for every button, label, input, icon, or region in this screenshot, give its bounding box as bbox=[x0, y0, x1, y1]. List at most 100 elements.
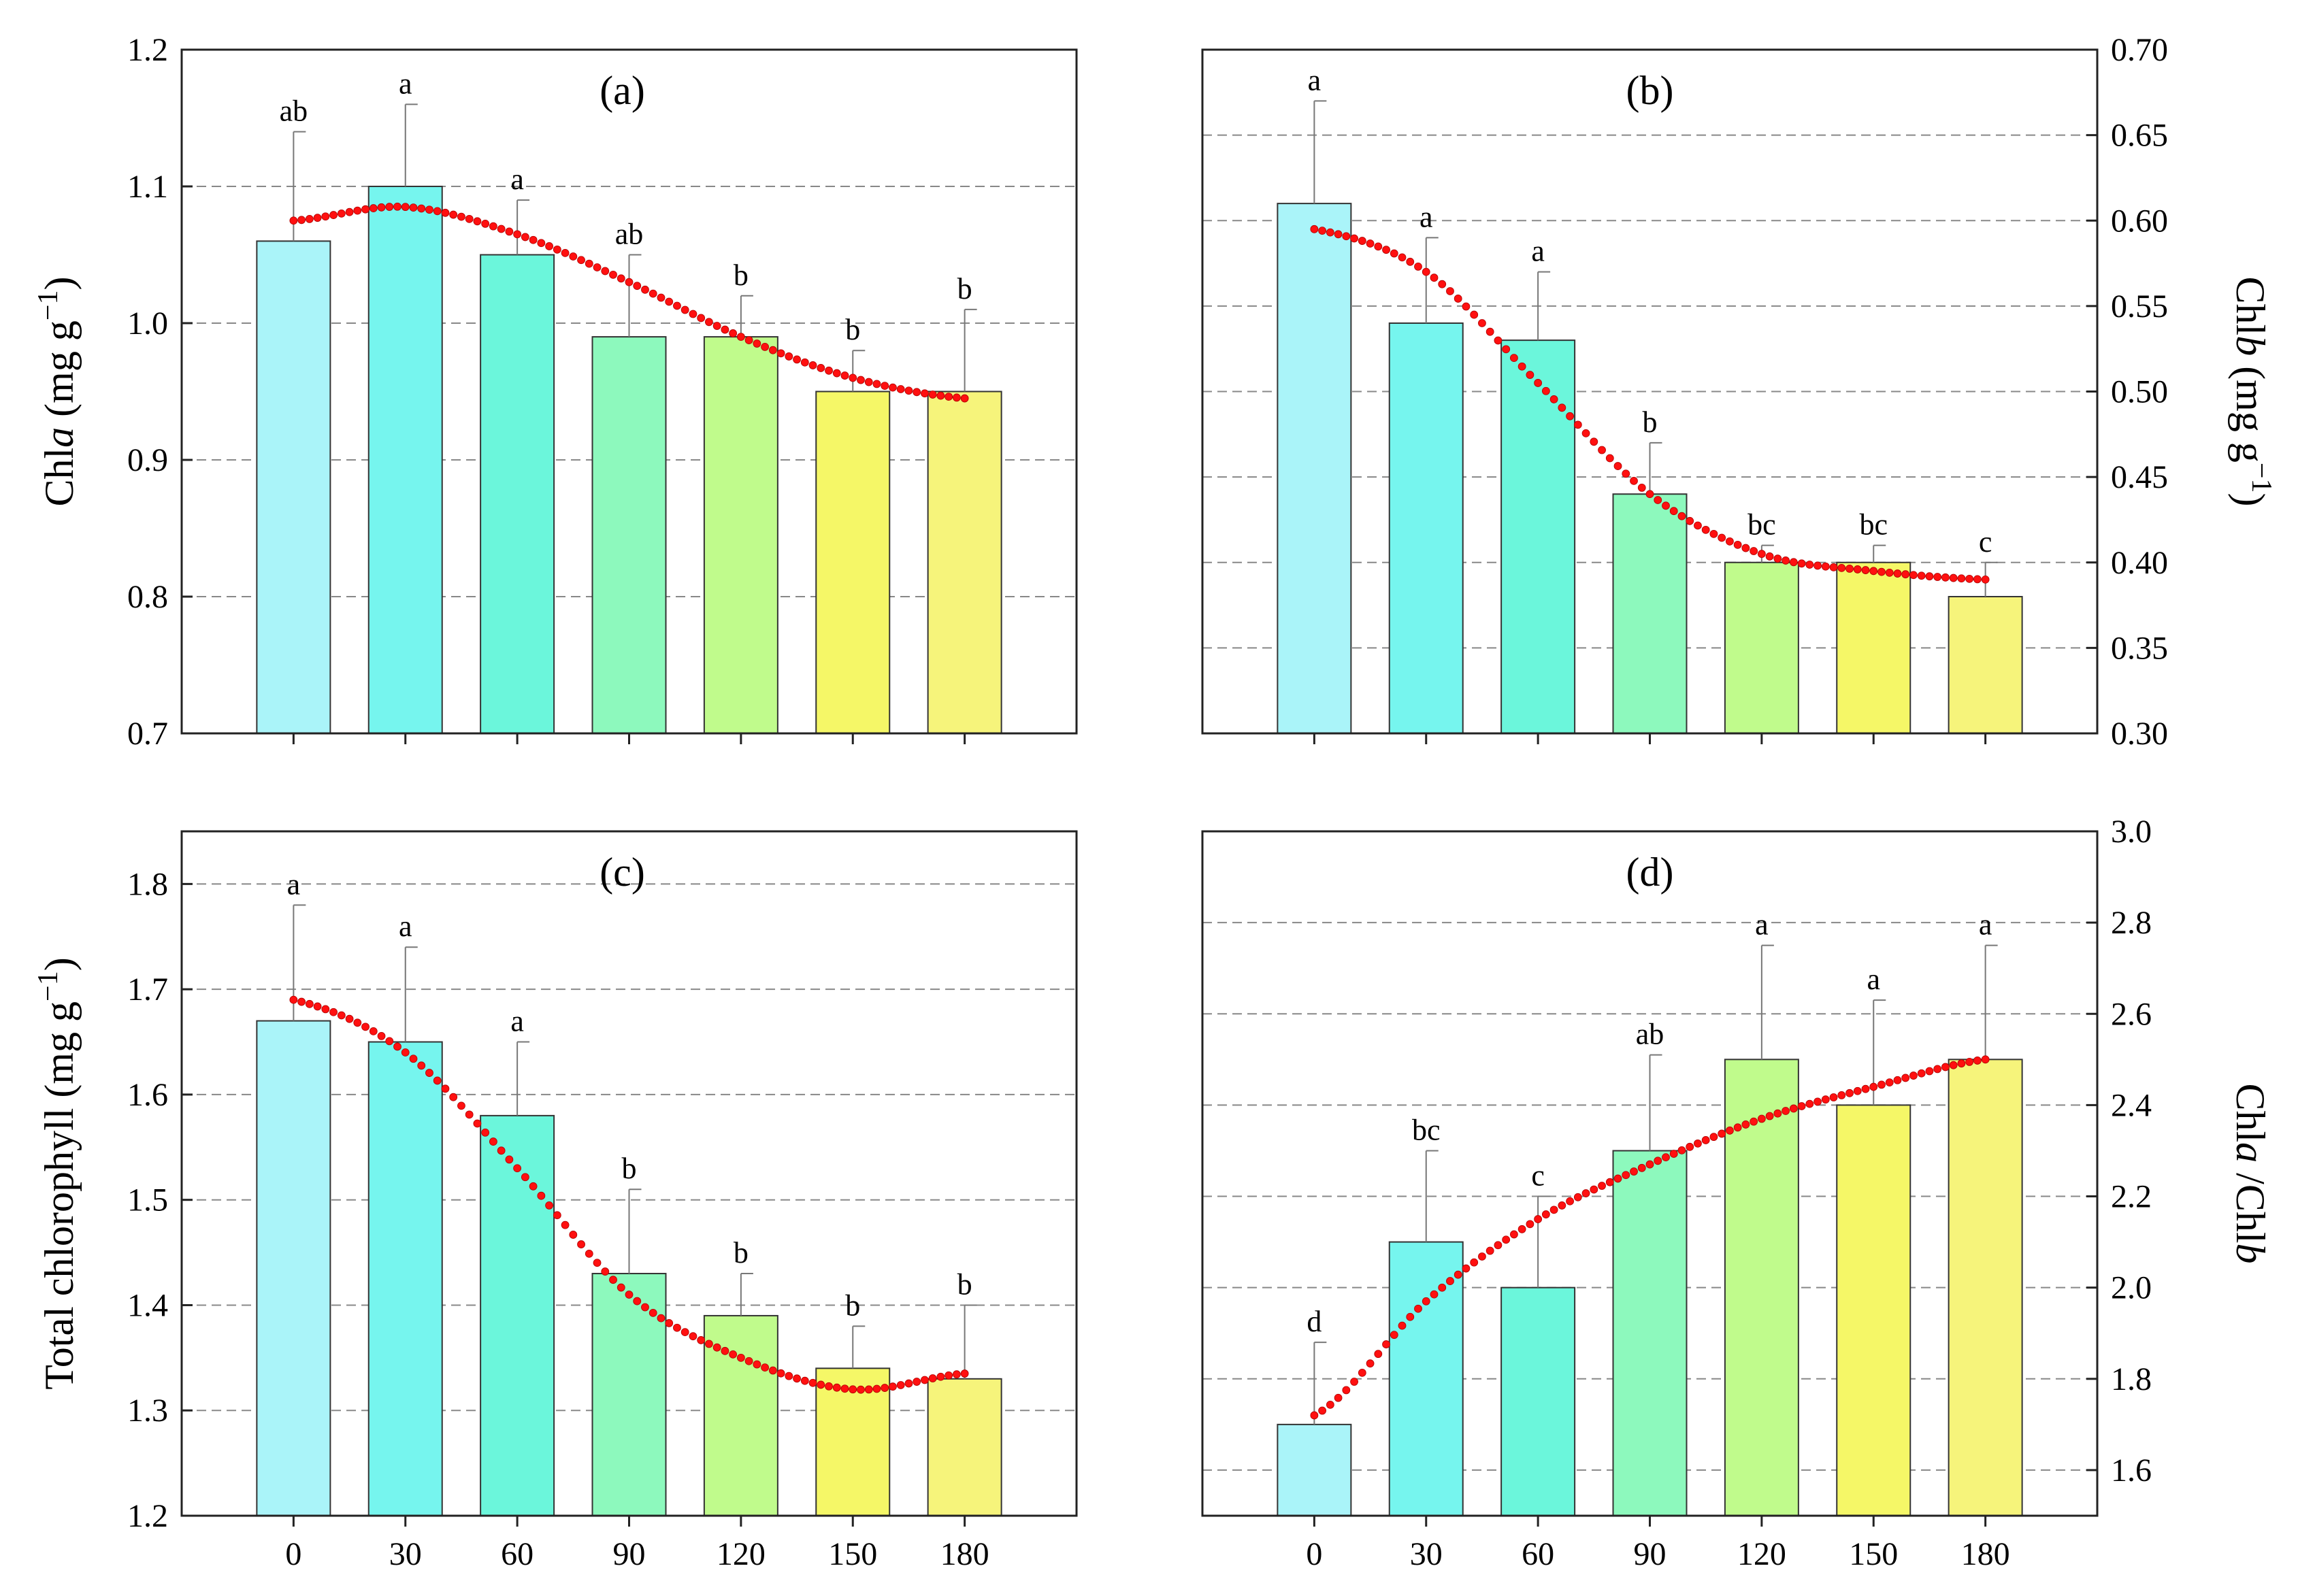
fit-point bbox=[776, 1369, 785, 1378]
fit-point bbox=[537, 1191, 546, 1200]
fit-point bbox=[768, 346, 777, 354]
fit-point bbox=[1677, 512, 1686, 520]
fit-point bbox=[401, 1048, 410, 1057]
bar-30 bbox=[1388, 322, 1464, 734]
fit-point bbox=[1526, 371, 1534, 379]
fit-point bbox=[1566, 1197, 1574, 1206]
fit-point bbox=[928, 390, 937, 399]
fit-point bbox=[896, 385, 905, 393]
significance-label: d bbox=[1307, 1305, 1322, 1338]
fit-point bbox=[625, 1291, 634, 1299]
fit-point bbox=[633, 1297, 642, 1306]
fit-point bbox=[1334, 230, 1343, 239]
fit-point bbox=[673, 301, 681, 310]
x-tick-label: 150 bbox=[1849, 1536, 1898, 1572]
y-tick-label: 1.6 bbox=[2111, 1452, 2152, 1489]
y-tick-label: 1.4 bbox=[127, 1287, 168, 1323]
fit-point bbox=[1741, 544, 1750, 552]
fit-point bbox=[1957, 574, 1966, 583]
fit-point bbox=[1933, 1065, 1942, 1074]
bar-0 bbox=[1277, 1423, 1352, 1517]
fit-point bbox=[776, 349, 785, 358]
fit-point bbox=[697, 1336, 706, 1344]
y-tick-label: 0.60 bbox=[2111, 203, 2168, 239]
fit-point bbox=[1981, 1055, 1990, 1064]
fit-point bbox=[513, 1164, 522, 1173]
fit-point bbox=[441, 208, 450, 217]
fit-point bbox=[928, 1374, 937, 1382]
fit-point bbox=[689, 310, 697, 318]
fit-point bbox=[1805, 1099, 1814, 1108]
fit-point bbox=[1510, 1230, 1518, 1239]
y-axis-title: Chla (mg g−1) bbox=[33, 276, 82, 506]
fit-point bbox=[817, 1380, 825, 1389]
significance-label: ab bbox=[615, 218, 644, 251]
fit-point bbox=[1366, 239, 1375, 248]
fit-point bbox=[1654, 1157, 1662, 1165]
fit-point bbox=[329, 1008, 338, 1016]
fit-point bbox=[1326, 1400, 1334, 1409]
fit-point bbox=[753, 1360, 761, 1369]
fit-point bbox=[1549, 395, 1558, 403]
fit-point bbox=[1909, 1071, 1918, 1080]
fit-point bbox=[345, 207, 354, 216]
significance-label: a bbox=[1308, 63, 1322, 97]
fit-point bbox=[401, 203, 410, 212]
fit-point bbox=[433, 1076, 442, 1085]
fit-point bbox=[1622, 1171, 1630, 1180]
y-tick-label: 1.1 bbox=[127, 169, 168, 205]
fit-point bbox=[1669, 507, 1678, 516]
fit-point bbox=[1622, 469, 1630, 478]
fit-point bbox=[641, 285, 649, 294]
fit-point bbox=[1382, 246, 1390, 254]
fit-point bbox=[329, 211, 338, 219]
fit-point bbox=[936, 1372, 945, 1381]
significance-label: a bbox=[1531, 235, 1545, 268]
significance-label: c bbox=[1979, 525, 1992, 559]
fit-point bbox=[712, 1343, 721, 1352]
x-tick-label: 0 bbox=[1306, 1536, 1322, 1572]
bar-180 bbox=[1948, 1059, 2023, 1517]
y-axis-title: Total chlorophyll (mg g−1) bbox=[33, 957, 82, 1389]
fit-point bbox=[689, 1332, 697, 1341]
panel-a: ab a a ab b b b 0.7 0.8 0.9 1.0 1.1 1.2 (a) Chla (mg g… bbox=[33, 32, 1078, 752]
fit-point bbox=[321, 1005, 330, 1014]
fit-point bbox=[1909, 571, 1918, 580]
y-tick-label: 0.40 bbox=[2111, 545, 2168, 581]
fit-point bbox=[1701, 1136, 1710, 1144]
bar-60 bbox=[1500, 339, 1576, 734]
fit-point bbox=[1861, 1084, 1870, 1093]
fit-point bbox=[593, 1259, 602, 1267]
fit-point bbox=[1486, 327, 1494, 336]
trend-fit-curve bbox=[289, 202, 969, 403]
fit-point bbox=[305, 215, 314, 223]
fit-point bbox=[361, 1023, 370, 1031]
fit-point bbox=[1605, 454, 1614, 463]
fit-point bbox=[665, 297, 674, 306]
fit-point bbox=[657, 1314, 666, 1323]
fit-point bbox=[393, 202, 401, 211]
significance-label: b bbox=[845, 1289, 860, 1322]
significance-label: a bbox=[287, 867, 301, 901]
fit-point bbox=[1613, 462, 1622, 470]
trend-fit-curve bbox=[289, 995, 969, 1394]
fit-point bbox=[569, 1231, 578, 1239]
fit-point bbox=[945, 1371, 953, 1380]
fit-point bbox=[1677, 1146, 1686, 1154]
fit-point bbox=[1446, 1277, 1454, 1285]
fit-point bbox=[529, 1182, 538, 1191]
fit-point bbox=[561, 248, 570, 257]
fit-point bbox=[545, 242, 553, 250]
fit-point bbox=[1917, 571, 1926, 580]
significance-label: b bbox=[1643, 405, 1658, 439]
bar-60 bbox=[1500, 1286, 1576, 1516]
fit-point bbox=[1598, 1182, 1606, 1190]
bar-150 bbox=[1836, 561, 1911, 734]
fit-point bbox=[1973, 575, 1982, 584]
fit-point bbox=[1510, 354, 1518, 363]
bar-180 bbox=[927, 1378, 1002, 1517]
fit-point bbox=[545, 1201, 553, 1210]
fit-point bbox=[864, 378, 873, 386]
fit-point bbox=[1965, 1058, 1974, 1066]
